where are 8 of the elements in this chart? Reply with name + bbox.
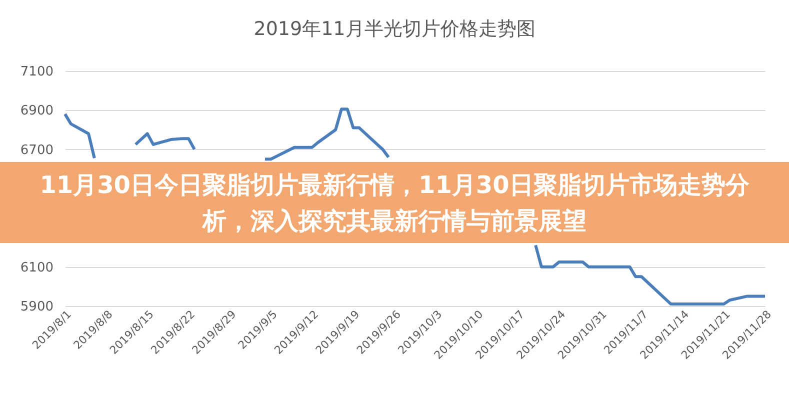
y-tick-label: 5900 [20, 300, 54, 314]
annotation: 11月30日今日聚脂切片最新行情，11月30日聚脂切片市场走势分析，深入探究其最新行情与前景展望 [38, 170, 750, 236]
banner: 11月30日今日聚脂切片最新行情，11月30日聚脂切片市场走势分析，深入探究其最新行情与前景展望 [0, 162, 789, 243]
chart-title: 2019年11月半光切片价格走势图 [252, 17, 536, 42]
y-tick-label: 6700 [20, 142, 54, 158]
y-tick-label: 6900 [20, 104, 54, 119]
y-tick-label: 6100 [20, 260, 54, 276]
y-tick-label: 7100 [20, 64, 54, 80]
